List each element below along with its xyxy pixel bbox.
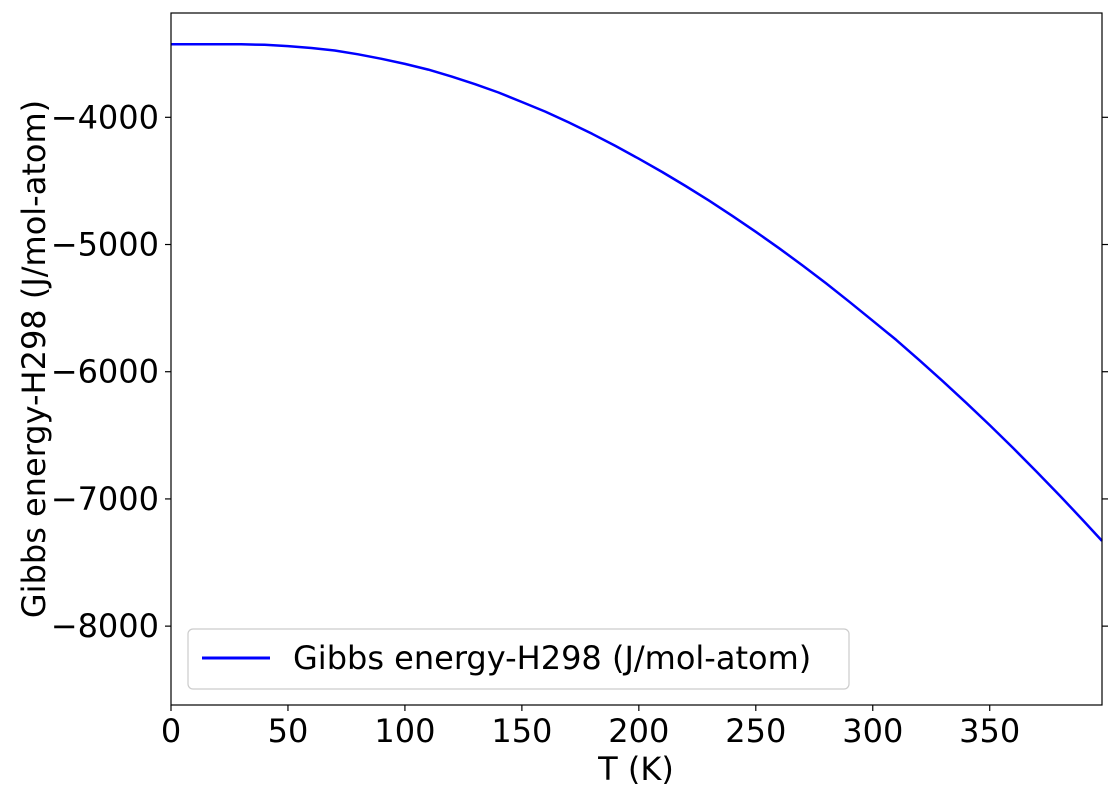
x-tick-label: 350 bbox=[959, 712, 1020, 750]
y-tick-label: −7000 bbox=[51, 480, 159, 518]
x-tick-label: 150 bbox=[491, 712, 552, 750]
series-line-0 bbox=[171, 42, 1103, 542]
x-axis: 0 50 100 150 200 250 300 350 bbox=[161, 705, 1020, 750]
y-tick-label: −4000 bbox=[51, 98, 159, 136]
plot-frame bbox=[170, 12, 1103, 706]
y-tick-label: −6000 bbox=[51, 353, 159, 391]
x-tick-label: 300 bbox=[842, 712, 903, 750]
x-tick-label: 0 bbox=[161, 712, 181, 750]
plot-background bbox=[171, 13, 1102, 705]
legend-box bbox=[187, 628, 850, 690]
y-tick-label: −8000 bbox=[51, 607, 159, 645]
y-tick-label: −5000 bbox=[51, 226, 159, 264]
x-axis-label: T (K) bbox=[597, 750, 674, 788]
legend-label: Gibbs energy-H298 (J/mol-atom) bbox=[293, 639, 811, 677]
series-layer bbox=[171, 42, 1103, 542]
x-tick-label: 100 bbox=[374, 712, 435, 750]
x-tick-label: 250 bbox=[725, 712, 786, 750]
x-tick-label: 200 bbox=[608, 712, 669, 750]
y-axis-label: Gibbs energy-H298 (J/mol-atom) bbox=[15, 100, 53, 618]
legend: Gibbs energy-H298 (J/mol-atom) bbox=[187, 628, 850, 690]
y-axis: −8000 −7000 −6000 −5000 −4000 bbox=[51, 98, 1108, 645]
x-tick-label: 50 bbox=[268, 712, 309, 750]
